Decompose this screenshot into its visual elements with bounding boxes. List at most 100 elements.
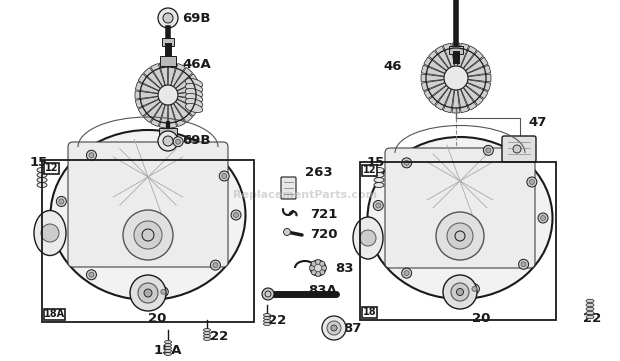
Circle shape (86, 270, 97, 280)
Circle shape (447, 223, 473, 249)
Circle shape (402, 268, 412, 278)
Ellipse shape (164, 344, 172, 347)
Ellipse shape (264, 313, 270, 317)
Ellipse shape (374, 173, 384, 178)
Circle shape (173, 137, 183, 147)
Wedge shape (435, 78, 456, 110)
Text: 18A: 18A (43, 309, 65, 319)
Ellipse shape (185, 104, 203, 113)
Circle shape (513, 145, 521, 153)
Wedge shape (428, 78, 456, 105)
Wedge shape (138, 95, 168, 116)
Circle shape (322, 316, 346, 340)
Ellipse shape (264, 317, 270, 319)
Circle shape (311, 270, 316, 275)
Text: 22: 22 (583, 312, 601, 325)
Wedge shape (424, 78, 456, 99)
Circle shape (484, 145, 494, 155)
Bar (160, 56, 176, 66)
Wedge shape (456, 43, 469, 78)
Circle shape (158, 8, 178, 28)
Circle shape (310, 260, 326, 276)
Circle shape (373, 200, 383, 210)
Ellipse shape (185, 88, 203, 97)
Bar (159, 128, 177, 136)
Wedge shape (456, 78, 477, 110)
Circle shape (59, 199, 64, 204)
Circle shape (158, 85, 178, 105)
Wedge shape (428, 51, 456, 78)
Circle shape (320, 270, 325, 275)
Circle shape (158, 131, 178, 151)
Ellipse shape (185, 99, 203, 108)
Wedge shape (135, 95, 168, 108)
Circle shape (316, 271, 321, 277)
Bar (42, 160, 254, 322)
FancyBboxPatch shape (281, 177, 296, 199)
Ellipse shape (203, 331, 211, 335)
Wedge shape (424, 57, 456, 78)
Bar (162, 38, 174, 46)
FancyBboxPatch shape (68, 142, 228, 267)
Wedge shape (443, 78, 456, 113)
Bar (362, 306, 377, 318)
Wedge shape (456, 65, 490, 78)
Circle shape (521, 262, 526, 267)
Ellipse shape (586, 307, 594, 311)
Ellipse shape (264, 319, 270, 322)
Circle shape (541, 216, 546, 221)
Text: 83: 83 (335, 261, 353, 274)
Text: 263: 263 (305, 165, 332, 178)
Ellipse shape (37, 183, 47, 187)
Wedge shape (422, 78, 456, 91)
Circle shape (311, 261, 316, 266)
Wedge shape (456, 78, 490, 91)
Wedge shape (168, 95, 193, 122)
Circle shape (123, 210, 173, 260)
Circle shape (86, 150, 97, 160)
Wedge shape (159, 62, 168, 95)
Circle shape (144, 289, 152, 297)
Wedge shape (168, 95, 177, 128)
Circle shape (222, 174, 227, 178)
Text: 15: 15 (367, 156, 385, 169)
FancyBboxPatch shape (502, 136, 536, 162)
Ellipse shape (185, 93, 203, 103)
Circle shape (163, 13, 173, 23)
Circle shape (518, 259, 529, 269)
Circle shape (538, 213, 548, 223)
Circle shape (444, 66, 468, 90)
Wedge shape (168, 62, 177, 95)
Wedge shape (168, 95, 201, 108)
Ellipse shape (264, 322, 270, 326)
Ellipse shape (164, 340, 172, 344)
Circle shape (158, 287, 168, 297)
Text: 46: 46 (383, 61, 402, 74)
Ellipse shape (34, 210, 66, 256)
FancyBboxPatch shape (385, 148, 535, 268)
Text: ReplacementParts.com: ReplacementParts.com (233, 190, 377, 200)
Wedge shape (168, 95, 185, 126)
Ellipse shape (203, 338, 211, 340)
Text: 22: 22 (210, 331, 228, 344)
Wedge shape (456, 78, 484, 105)
Text: 20: 20 (472, 312, 490, 325)
Bar (362, 165, 377, 175)
Text: 12: 12 (363, 165, 376, 175)
Text: 15A: 15A (154, 344, 182, 357)
Ellipse shape (374, 178, 384, 183)
Text: 721: 721 (310, 209, 337, 222)
Circle shape (175, 139, 180, 144)
Wedge shape (143, 68, 168, 95)
Ellipse shape (203, 335, 211, 338)
Wedge shape (456, 74, 491, 82)
Circle shape (443, 275, 477, 309)
Circle shape (404, 160, 409, 165)
Ellipse shape (185, 83, 203, 92)
Ellipse shape (586, 315, 594, 319)
Text: 22: 22 (268, 313, 286, 326)
Ellipse shape (586, 311, 594, 315)
Wedge shape (168, 95, 198, 116)
Wedge shape (168, 91, 201, 99)
Ellipse shape (37, 168, 47, 173)
